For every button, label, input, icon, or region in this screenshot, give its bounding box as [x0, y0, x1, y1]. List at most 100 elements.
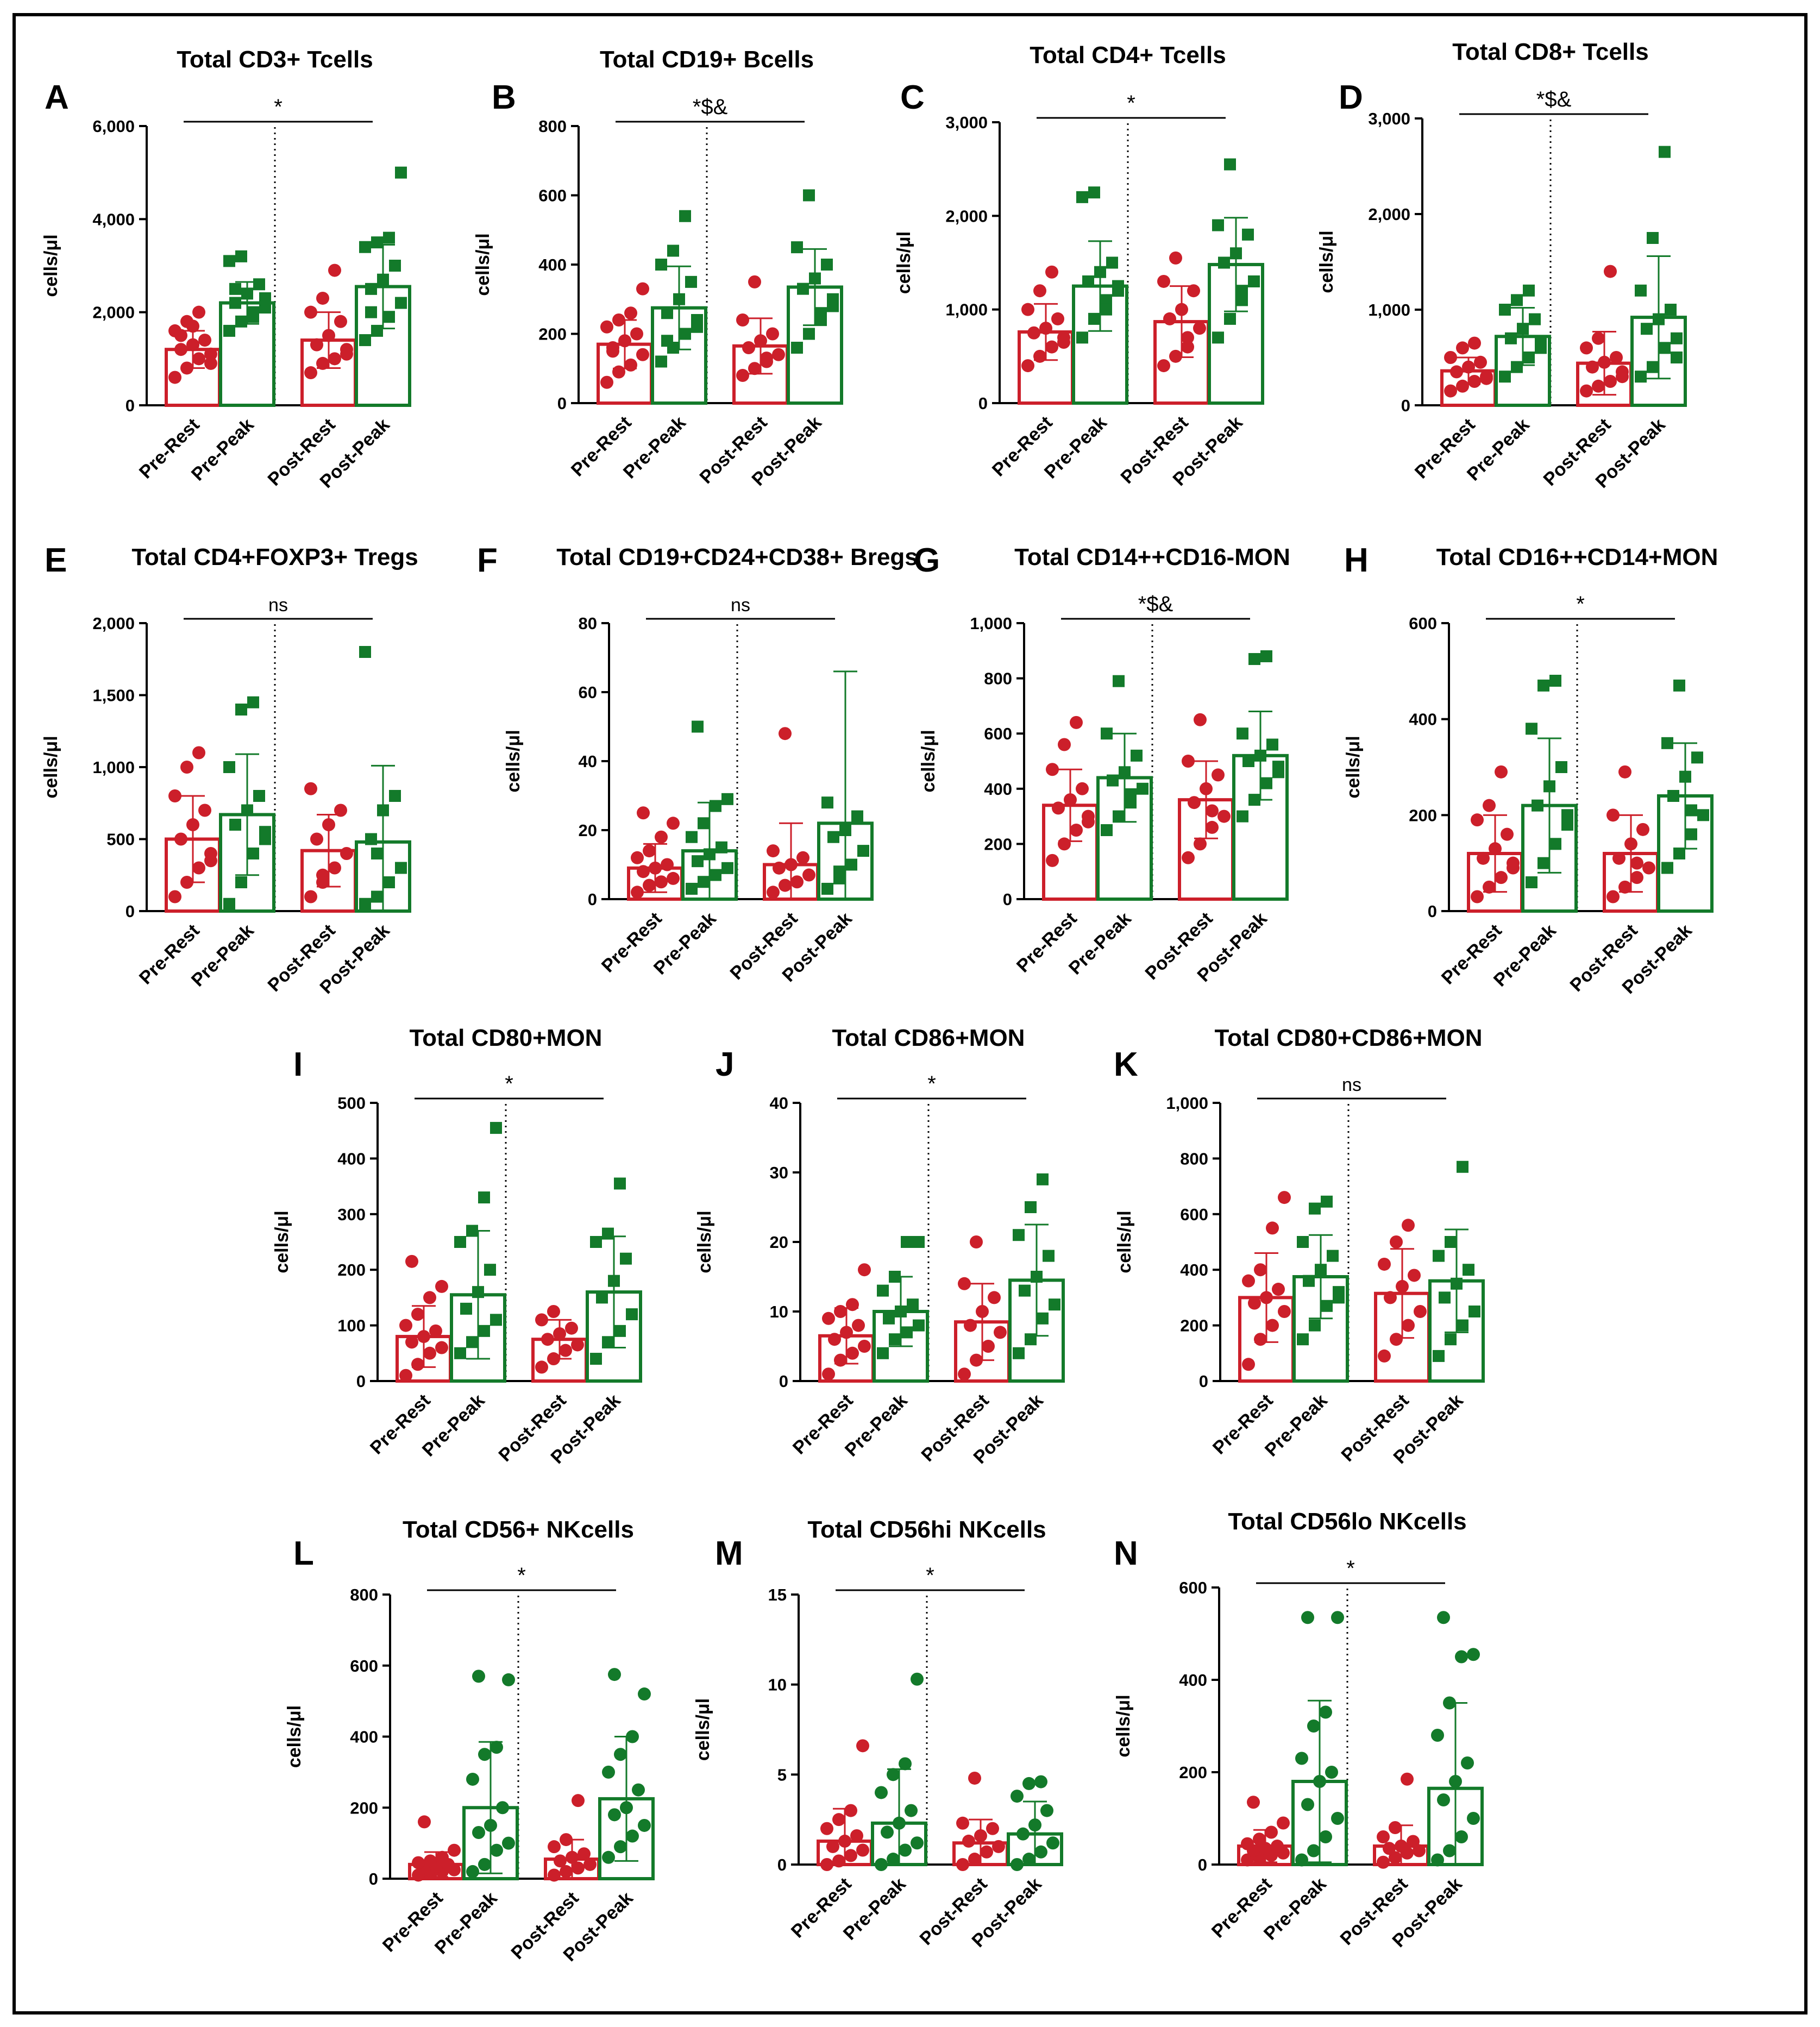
data-point [1604, 265, 1617, 278]
y-tick-label: 0 [369, 1869, 378, 1888]
data-point [478, 1325, 490, 1337]
data-point [322, 818, 335, 831]
data-point [1451, 1277, 1463, 1290]
data-point [596, 1291, 608, 1304]
data-point [844, 1804, 857, 1817]
y-tick-label: 100 [337, 1316, 366, 1335]
data-point [1248, 275, 1260, 287]
data-point [968, 1771, 981, 1785]
data-point [1112, 280, 1124, 292]
data-point [1449, 1775, 1462, 1788]
y-tick-label: 60 [579, 683, 597, 702]
data-point [1260, 777, 1272, 789]
data-point [1031, 1271, 1043, 1283]
panel-title: Total CD4+FOXP3+ Tregs [131, 544, 418, 570]
significance-label: * [274, 95, 283, 119]
data-point [905, 1804, 918, 1817]
data-point [606, 344, 619, 358]
y-tick-label: 200 [1180, 1316, 1208, 1335]
data-point [1052, 801, 1065, 815]
data-point [1082, 275, 1094, 287]
data-point [1254, 1263, 1267, 1277]
data-point [241, 287, 253, 300]
data-point [852, 1319, 865, 1332]
data-point [1277, 1816, 1290, 1830]
data-point [1378, 1257, 1391, 1271]
panel-letter: G [914, 542, 940, 579]
data-point [174, 343, 187, 356]
data-point [253, 278, 265, 291]
data-point [454, 1347, 466, 1359]
data-point [1499, 304, 1511, 316]
data-point [1303, 1275, 1315, 1287]
data-point [247, 848, 259, 859]
data-point [377, 804, 389, 817]
data-point [502, 1836, 515, 1850]
data-point [1537, 679, 1549, 692]
data-point [235, 315, 247, 328]
data-point [371, 324, 383, 337]
data-point [328, 861, 341, 875]
significance-label: * [1127, 91, 1135, 115]
data-point [1022, 1853, 1035, 1866]
data-point [1040, 1804, 1053, 1817]
data-point [1175, 303, 1188, 316]
data-point [186, 319, 199, 333]
data-point [1046, 763, 1059, 776]
data-point [796, 851, 809, 864]
data-point [958, 1367, 971, 1381]
y-axis-label: cells/μl [473, 233, 493, 296]
data-point [1580, 384, 1593, 398]
data-point [435, 1279, 448, 1293]
data-point [850, 1829, 863, 1842]
data-point [1011, 1858, 1024, 1871]
data-point [1685, 804, 1697, 817]
data-point [1230, 247, 1242, 260]
significance-label: *$& [693, 95, 728, 119]
y-tick-label: 400 [1180, 1260, 1208, 1279]
data-point [1212, 768, 1225, 782]
data-point [1691, 751, 1703, 764]
data-point [1266, 1319, 1279, 1332]
y-tick-label: 400 [1179, 1671, 1207, 1690]
y-tick-label: 0 [1198, 1855, 1207, 1874]
data-point [1462, 360, 1475, 374]
data-point [655, 875, 668, 889]
y-axis-label: cells/μl [284, 1705, 305, 1768]
data-point [958, 1277, 971, 1290]
data-point [1511, 294, 1523, 306]
y-tick-label: 600 [1179, 1578, 1207, 1597]
data-point [1037, 1173, 1049, 1185]
data-point [1045, 340, 1058, 354]
data-point [895, 1306, 907, 1317]
y-tick-label: 0 [779, 1372, 788, 1391]
panel-title: Total CD56lo NKcells [1228, 1508, 1466, 1535]
data-point [1598, 355, 1611, 369]
data-point [192, 746, 205, 760]
data-point [535, 1360, 548, 1374]
data-point [371, 236, 383, 249]
data-point [736, 369, 749, 382]
data-point [198, 804, 211, 817]
data-point [1471, 890, 1484, 903]
y-tick-label: 2,000 [1368, 205, 1410, 224]
data-point [1659, 146, 1671, 158]
data-point [235, 876, 247, 888]
data-point [1206, 820, 1219, 834]
data-point [1319, 1705, 1332, 1719]
data-point [383, 876, 395, 888]
data-point [1297, 1236, 1309, 1248]
data-point [578, 1847, 591, 1861]
data-point [1212, 331, 1224, 344]
panel-title: Total CD16++CD14+MON [1436, 544, 1718, 570]
data-point [698, 876, 710, 888]
data-point [994, 1326, 1007, 1339]
data-point [1325, 1766, 1338, 1779]
data-point [365, 283, 377, 295]
data-point [856, 1739, 869, 1753]
data-point [620, 1252, 632, 1265]
data-point [1242, 1358, 1255, 1371]
y-axis-label: cells/μl [41, 736, 61, 798]
panel-title: Total CD80+CD86+MON [1214, 1025, 1482, 1051]
panel-letter: E [45, 542, 67, 579]
